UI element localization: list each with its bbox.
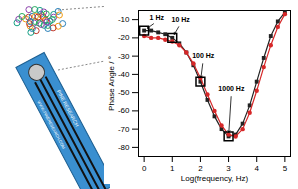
svg-text:-50: -50 — [118, 88, 130, 97]
svg-text:4: 4 — [254, 164, 259, 173]
svg-text:-30: -30 — [118, 52, 130, 61]
svg-text:Log(frequency, Hz): Log(frequency, Hz) — [181, 174, 249, 183]
svg-text:100 Hz: 100 Hz — [192, 52, 215, 59]
svg-text:1: 1 — [170, 164, 175, 173]
svg-text:0: 0 — [142, 164, 147, 173]
svg-text:-60: -60 — [118, 106, 130, 115]
svg-text:-20: -20 — [118, 33, 130, 42]
svg-text:1 Hz: 1 Hz — [150, 14, 165, 21]
svg-text:PINE RESEARCH: PINE RESEARCH — [56, 89, 81, 128]
svg-text:-80: -80 — [118, 143, 130, 152]
svg-text:1000 Hz: 1000 Hz — [218, 85, 245, 92]
svg-text:3: 3 — [226, 164, 231, 173]
svg-text:5: 5 — [283, 164, 288, 173]
svg-text:WWW.PINERESEARCH.COM: WWW.PINERESEARCH.COM — [36, 100, 66, 150]
svg-text:2: 2 — [198, 164, 203, 173]
svg-text:-70: -70 — [118, 125, 130, 134]
svg-text:-10: -10 — [118, 15, 130, 24]
svg-text:Phase Angle / °: Phase Angle / ° — [107, 56, 116, 111]
svg-text:-40: -40 — [118, 70, 130, 79]
svg-text:10 Hz: 10 Hz — [172, 16, 191, 23]
